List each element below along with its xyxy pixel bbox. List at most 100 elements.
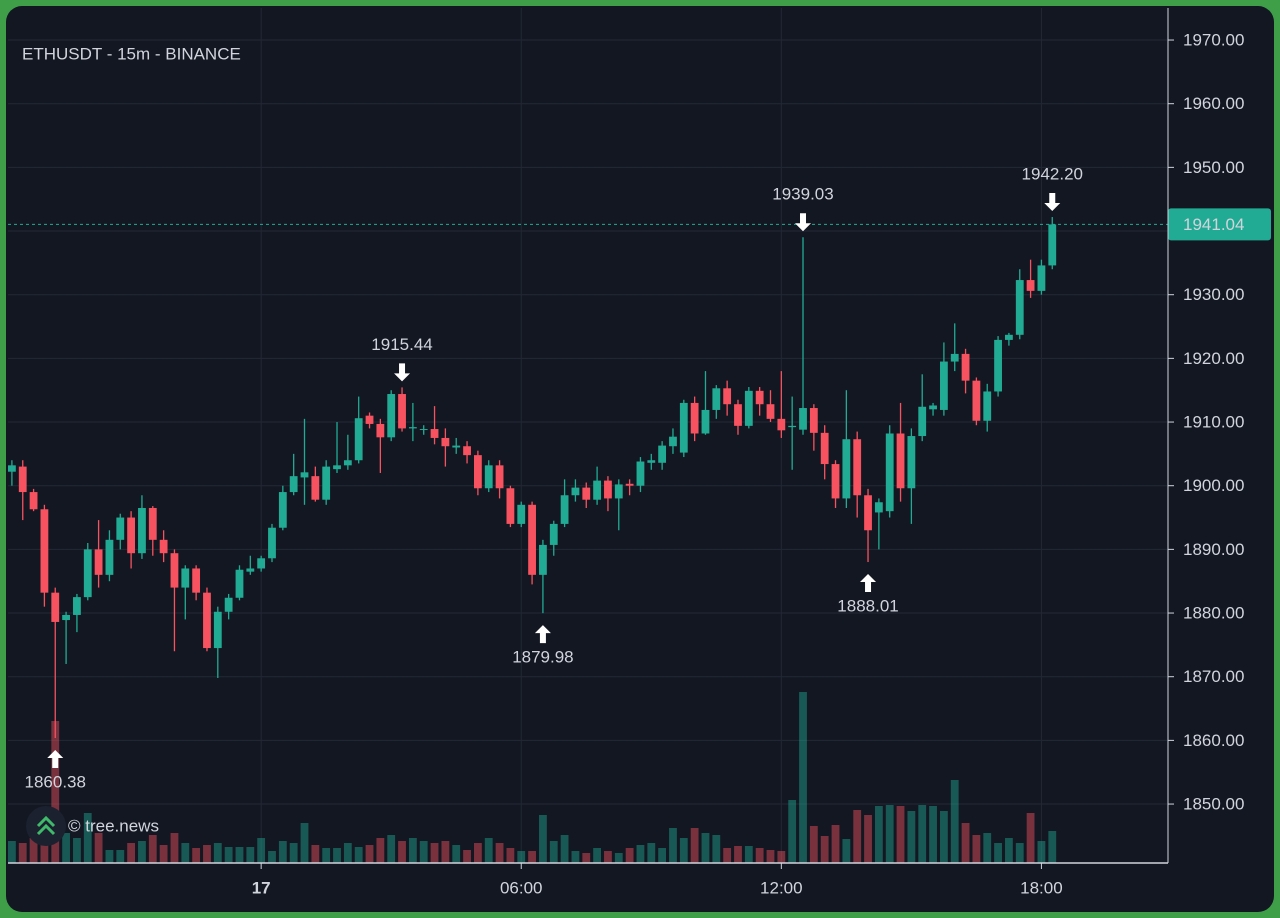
candle-body xyxy=(539,544,547,575)
volume-bar xyxy=(322,848,331,863)
candle-body xyxy=(408,427,417,429)
volume-bar xyxy=(246,847,255,863)
candle-body xyxy=(300,472,309,478)
volume-bar xyxy=(148,835,157,863)
y-tick-label: 1970.00 xyxy=(1183,31,1244,50)
grid xyxy=(8,8,1168,863)
volume-bar xyxy=(864,815,872,863)
y-tick-label: 1920.00 xyxy=(1183,349,1244,368)
volume-bar xyxy=(939,811,948,863)
volume-bar xyxy=(755,848,764,863)
volume-bar xyxy=(192,848,201,863)
volume-bar xyxy=(669,828,677,863)
volume-bar xyxy=(896,806,905,863)
volume-bar xyxy=(994,843,1002,863)
volume-bar xyxy=(29,838,38,863)
candle-body xyxy=(625,483,634,486)
volume-bar xyxy=(712,835,721,863)
candle-body xyxy=(213,611,222,649)
candle-body xyxy=(463,446,471,456)
low-marker-arrow xyxy=(47,749,64,768)
volume-bar xyxy=(159,845,168,863)
volume-bar xyxy=(571,851,580,863)
low-marker-label: 1879.98 xyxy=(512,648,573,667)
volume-bar xyxy=(929,806,937,863)
candle-body xyxy=(994,339,1002,392)
candle-body xyxy=(929,405,937,410)
candle-body xyxy=(268,527,276,559)
volume-bar xyxy=(376,838,385,863)
candle-body xyxy=(853,439,862,496)
candle-body xyxy=(257,558,266,569)
volume-bar xyxy=(224,847,233,863)
low-marker-arrow xyxy=(534,625,551,644)
volume-bar xyxy=(950,780,959,863)
volume-bar xyxy=(73,838,81,863)
candle-body xyxy=(701,409,710,434)
x-tick-label: 12:00 xyxy=(760,878,803,897)
candle-body xyxy=(83,549,92,598)
volume-bar xyxy=(354,847,363,863)
volume-bar xyxy=(918,805,927,863)
volume-bar xyxy=(289,843,298,863)
volume-bar xyxy=(549,841,558,863)
y-tick-label: 1880.00 xyxy=(1183,604,1244,623)
volume-bar xyxy=(343,843,352,863)
candle-body xyxy=(690,402,699,434)
volume-bar xyxy=(614,853,623,863)
chart-title: ETHUSDT - 15m - BINANCE xyxy=(22,44,241,63)
candle-body xyxy=(820,432,829,465)
candle-body xyxy=(376,423,385,438)
candle-body xyxy=(939,361,948,410)
y-tick-label: 1870.00 xyxy=(1183,667,1244,686)
volume-bar xyxy=(972,835,981,863)
candle-body xyxy=(777,418,786,431)
candle-body xyxy=(203,592,211,649)
candle-body xyxy=(1037,265,1046,291)
volume-bar xyxy=(235,847,244,863)
volume-bar xyxy=(1048,831,1057,863)
y-tick-label: 1910.00 xyxy=(1183,413,1244,432)
candle-body xyxy=(105,539,114,575)
volume-bar xyxy=(690,828,699,863)
candle-body xyxy=(983,391,992,421)
high-marker-arrow xyxy=(795,213,812,232)
volume-bar xyxy=(430,843,439,863)
volume-bar xyxy=(387,835,396,863)
candle-body xyxy=(387,394,396,438)
volume-bar xyxy=(62,833,70,863)
candle-body xyxy=(441,437,450,447)
volume-bar xyxy=(333,848,341,863)
candle-body xyxy=(289,476,298,493)
candle-body xyxy=(517,504,526,524)
price-label-box xyxy=(1168,208,1271,241)
volume-bar xyxy=(723,848,732,863)
candle-body xyxy=(755,390,764,405)
price-label: 1941.04 xyxy=(1183,215,1244,234)
watermark: © tree.news xyxy=(26,806,159,846)
candle-body xyxy=(365,415,374,424)
volume-bar xyxy=(473,843,482,863)
candle-body xyxy=(170,553,179,588)
volume-bar xyxy=(452,845,461,863)
candle-body xyxy=(788,425,797,428)
high-marker-label: 1939.03 xyxy=(772,185,833,204)
volume-bar xyxy=(40,841,49,863)
candle-body xyxy=(148,507,157,540)
candle-body xyxy=(593,480,602,500)
candle-body xyxy=(1015,280,1024,335)
candle-body xyxy=(181,568,190,588)
volume-bar xyxy=(766,850,775,863)
candle-body xyxy=(961,353,970,381)
volume-bar xyxy=(777,851,786,863)
volume-bar xyxy=(181,843,190,863)
candle-body xyxy=(333,465,341,470)
volume-bar xyxy=(679,838,688,863)
candle-body xyxy=(51,592,60,622)
candle-body xyxy=(799,408,807,430)
volume-bar xyxy=(268,851,276,863)
volume-bar xyxy=(528,851,536,863)
candle-body xyxy=(311,476,320,500)
candle-body xyxy=(766,404,775,419)
